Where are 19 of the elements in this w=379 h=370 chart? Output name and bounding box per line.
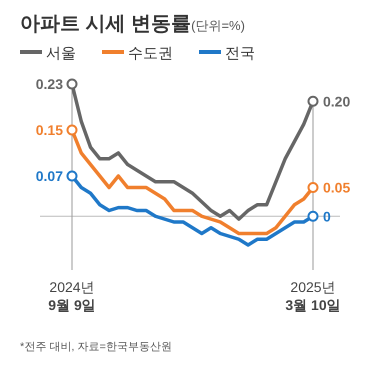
data-label: 0.05 xyxy=(323,180,350,196)
legend-label: 수도권 xyxy=(128,45,173,62)
data-label: 0.23 xyxy=(36,76,64,92)
x-tick-label: 2024년 9월 9일 xyxy=(48,279,96,313)
chart-subtitle: (단위=%) xyxy=(191,18,245,33)
data-label: 0.07 xyxy=(36,168,64,184)
legend-label: 전국 xyxy=(225,45,255,62)
data-label: 0.20 xyxy=(323,93,350,110)
point xyxy=(66,78,78,90)
x-tick-label: 2025년 3월 10일 xyxy=(285,279,341,313)
point xyxy=(66,124,78,136)
point xyxy=(66,170,78,182)
point xyxy=(308,96,318,107)
point xyxy=(308,210,318,222)
point xyxy=(308,182,318,193)
data-label: 0 xyxy=(323,208,331,224)
legend-label: 서울 xyxy=(46,45,76,62)
text: *전주 대비, 자료=한국부동산원 xyxy=(20,341,172,353)
data-label: 0.15 xyxy=(36,122,64,138)
